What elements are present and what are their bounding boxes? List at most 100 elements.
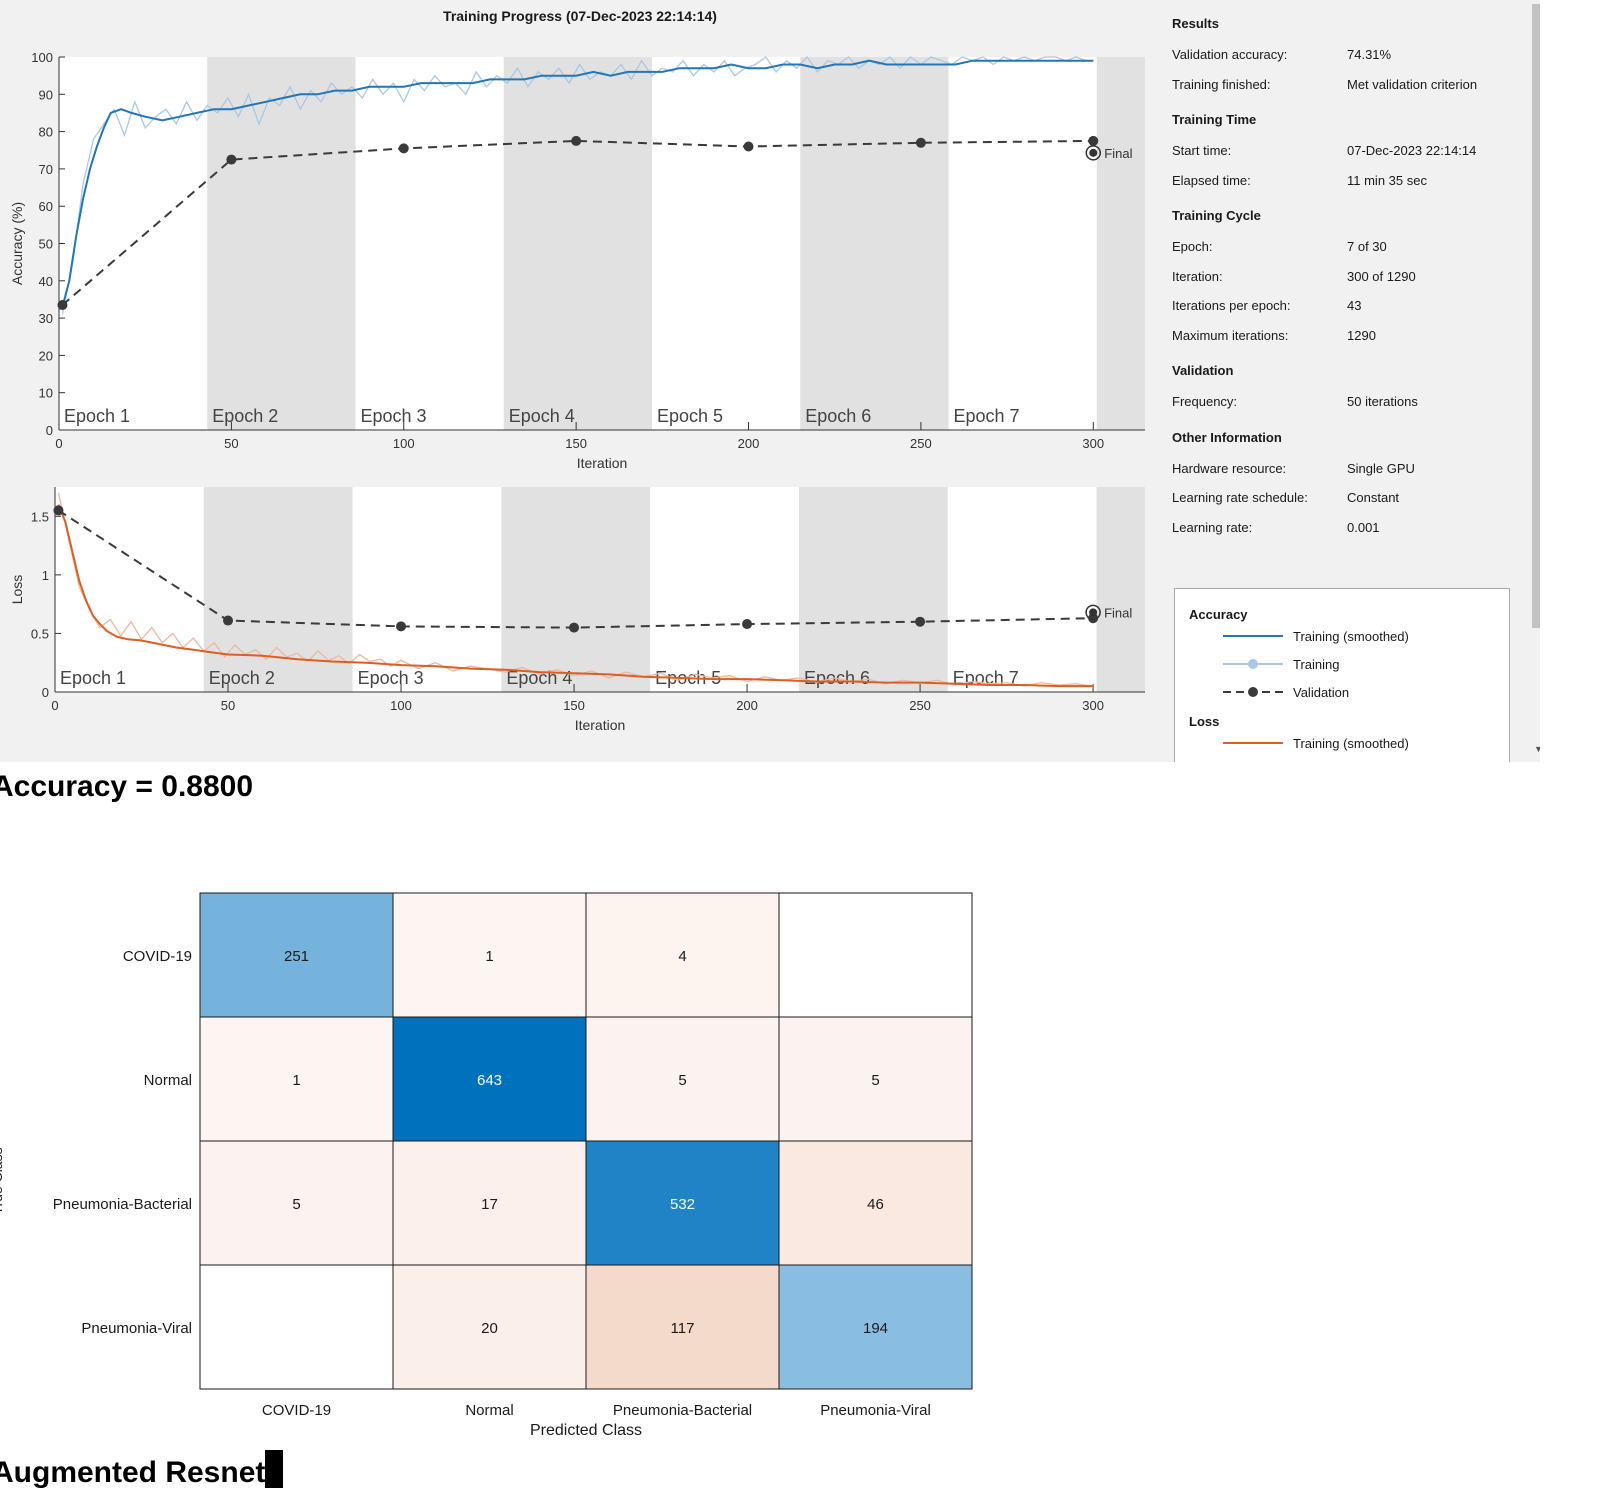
column-label: COVID-19: [262, 1402, 331, 1419]
validation-point: [915, 137, 926, 148]
validation-point: [226, 154, 237, 165]
y-tick-label: 100: [31, 50, 53, 65]
epoch-band: [503, 57, 652, 430]
other-information-header: Other Information: [1172, 429, 1282, 445]
validation-point: [742, 619, 753, 630]
info-value: 74.31%: [1347, 47, 1392, 63]
info-row: Epoch: 7 of 30: [1172, 232, 1530, 262]
x-tick-label: 50: [224, 436, 238, 451]
cell-value: 1: [485, 948, 493, 965]
info-row: Maximum iterations: 1290: [1172, 321, 1530, 351]
training-cycle-header: Training Cycle: [1172, 208, 1261, 223]
confusion-matrix: 251 1 4 1 643 5 5 5 17 532 46 20 117 194 COVID-19 COVID…: [0, 892, 973, 1439]
legend-item-training-smoothed: Training (smoothed): [1223, 622, 1509, 650]
y-axis-label: True Class: [0, 1147, 5, 1214]
epoch-band: [207, 57, 356, 430]
y-tick-label: 50: [39, 237, 53, 252]
x-tick-label: 250: [910, 436, 932, 451]
y-tick-label: 70: [39, 162, 53, 177]
model-heading: Augmented Resnet: [0, 1450, 284, 1490]
epoch-label: Epoch 2: [209, 668, 275, 688]
validation-point: [398, 143, 409, 154]
row-label: Pneumonia-Viral: [81, 1320, 192, 1337]
legend-accuracy-header: Accuracy: [1189, 607, 1248, 622]
accuracy-heading: Accuracy = 0.8800: [0, 770, 254, 803]
training-time-header: Training Time: [1172, 112, 1257, 127]
info-row: Hardware resource: Single GPU: [1172, 454, 1530, 484]
cell-value: 46: [867, 1196, 884, 1213]
cell-value: 1: [292, 1072, 300, 1089]
info-row: Learning rate: 0.001: [1172, 513, 1530, 543]
plot-panel-loss: Epoch 1 Epoch 2 Epoch 3 Epoch 4 Epoch 5 Epoch…: [9, 487, 1145, 733]
info-key: Hardware resource:: [1172, 460, 1287, 476]
info-row: Iterations per epoch: 43: [1172, 291, 1530, 321]
y-tick-label: 40: [39, 274, 53, 289]
y-tick-label: 0: [46, 423, 53, 438]
confusion-cell: [392, 1264, 587, 1390]
cell-value: 5: [871, 1072, 879, 1089]
confusion-cell: [199, 892, 394, 1018]
y-tick-label: 60: [39, 199, 53, 214]
info-key: Learning rate schedule:: [1172, 490, 1308, 506]
validation-point: [915, 616, 926, 627]
scrollbar[interactable]: ▼: [1530, 0, 1540, 762]
row-label: Normal: [144, 1072, 192, 1089]
x-tick-label: 50: [221, 698, 235, 713]
info-key: Iterations per epoch:: [1172, 298, 1291, 314]
confusion-cell: [392, 1016, 587, 1142]
x-tick-label: 150: [565, 436, 587, 451]
text-cursor: [265, 1450, 284, 1488]
final-marker: [1085, 604, 1101, 621]
confusion-cell: [778, 892, 973, 1018]
legend-item-loss-smoothed: Training (smoothed): [1223, 729, 1509, 757]
training-progress-window: Training Progress (07-Dec-2023 22:14:14)…: [0, 0, 1540, 762]
x-axis-label: Iteration: [577, 455, 628, 471]
loss-smoothed-line-icon: [1223, 742, 1283, 744]
confusion-cell: [778, 1140, 973, 1266]
final-marker-dot: [1089, 148, 1098, 157]
validation-header: Validation: [1172, 363, 1234, 378]
results-section: Validation accuracy: 74.31% Training finis…: [1160, 40, 1530, 99]
chart-title: Training Progress (07-Dec-2023 22:14:14): [443, 8, 717, 24]
info-row: Start time: 07-Dec-2023 22:14:14: [1172, 136, 1530, 166]
confusion-cell: [585, 1016, 780, 1142]
info-row: Elapsed time: 11 min 35 sec: [1172, 166, 1530, 196]
cell-value: 5: [292, 1196, 300, 1213]
row-label: COVID-19: [123, 948, 192, 965]
y-axis-label: Accuracy (%): [9, 202, 25, 285]
confusion-cell: [778, 1264, 973, 1390]
y-tick-label: 1.5: [31, 509, 49, 524]
other-information-section: Hardware resource: Single GPU Learning rat…: [1160, 454, 1530, 543]
scroll-down-icon[interactable]: ▼: [1534, 744, 1540, 754]
validation-point: [571, 135, 582, 146]
x-tick-label: 300: [1082, 436, 1104, 451]
column-label: Pneumonia-Viral: [820, 1402, 931, 1419]
epoch-label: Epoch 5: [657, 406, 723, 426]
epoch-label: Epoch 2: [212, 406, 278, 426]
epoch-label: Epoch 1: [60, 668, 126, 688]
column-label: Normal: [465, 1402, 513, 1419]
info-value: 0.001: [1347, 519, 1380, 535]
info-key: Iteration:: [1172, 268, 1223, 284]
x-tick-label: 250: [909, 698, 931, 713]
smoothed-line-icon: [1223, 635, 1283, 637]
cell-value: 17: [481, 1196, 498, 1213]
info-key: Learning rate:: [1172, 519, 1253, 535]
confusion-grid: 251 1 4 1 643 5 5 5 17 532 46 20 117 194 COVID-19 COVID…: [0, 892, 973, 1439]
epoch-label: Epoch 6: [805, 406, 871, 426]
x-tick-label: 0: [51, 698, 58, 713]
confusion-cell: [199, 1264, 394, 1390]
info-value: Single GPU: [1347, 460, 1415, 476]
info-value: 11 min 35 sec: [1347, 172, 1427, 188]
training-series: [61, 55, 1094, 315]
x-axis-label: Predicted Class: [530, 1422, 642, 1439]
validation-point: [53, 505, 64, 516]
info-row: Validation accuracy: 74.31%: [1172, 40, 1530, 70]
cell-value: 5: [678, 1072, 686, 1089]
legend-item-validation: Validation: [1223, 678, 1509, 706]
info-key: Maximum iterations:: [1172, 327, 1289, 343]
info-value: 50 iterations: [1347, 394, 1418, 410]
confusion-cell: [199, 1016, 394, 1142]
validation-point: [1088, 613, 1099, 624]
scrollbar-thumb[interactable]: [1532, 4, 1540, 628]
